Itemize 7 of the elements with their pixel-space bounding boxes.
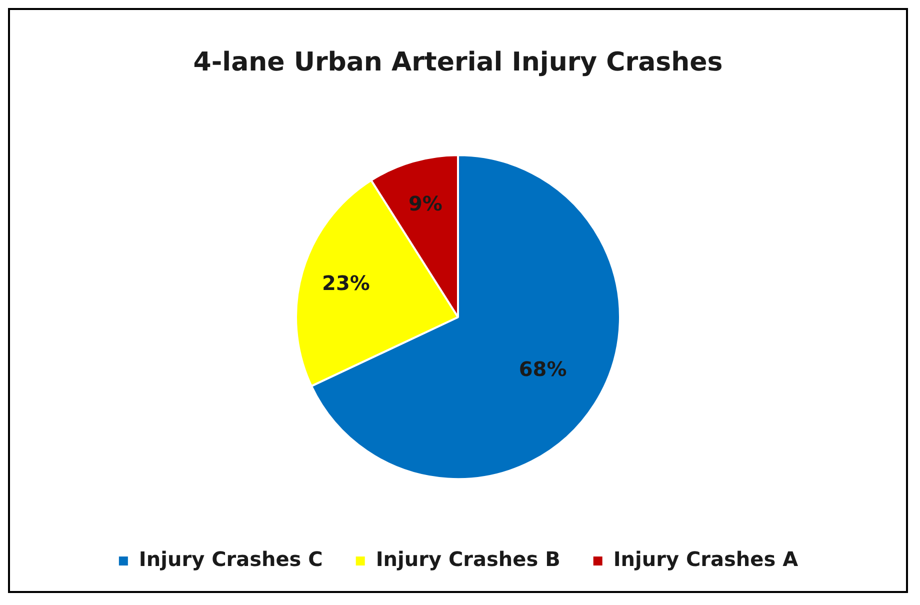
legend-label: Injury Crashes C xyxy=(138,547,323,572)
legend-label: Injury Crashes A xyxy=(613,547,799,572)
data-label: 9% xyxy=(408,191,442,216)
chart-title: 4-lane Urban Arterial Injury Crashes xyxy=(193,47,723,78)
data-label: 68% xyxy=(518,357,567,382)
legend-label: Injury Crashes B xyxy=(376,547,560,572)
data-label: 23% xyxy=(322,270,370,295)
